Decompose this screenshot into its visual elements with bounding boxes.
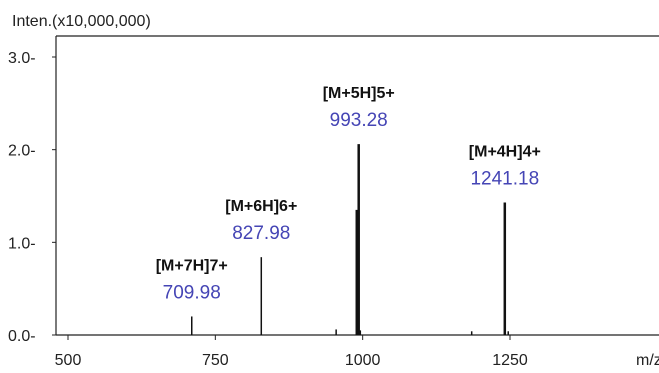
mz-value-label: 1241.18 [470,168,539,189]
mz-value-label: 709.98 [163,282,221,303]
mz-value-label: 993.28 [330,110,388,131]
x-axis-label: m/z [636,352,659,369]
ion-label: [M+4H]4+ [469,143,541,160]
x-tick-label: 1250 [492,352,528,369]
y-tick-label: 0.0- [8,328,36,345]
y-ticks: 0.0- 1.0- 2.0- 3.0- [8,50,56,345]
peaks [190,144,509,335]
y-axis-label: Inten.(x10,000,000) [12,13,151,30]
x-tick-label: 500 [55,352,82,369]
y-tick-label: 2.0- [8,143,36,160]
ion-label: [M+7H]7+ [156,257,228,274]
y-tick-label: 1.0- [8,235,36,252]
ion-label: [M+6H]6+ [225,198,297,215]
y-tick-label: 3.0- [8,50,36,67]
x-tick-label: 1000 [345,352,381,369]
x-tick-label: 750 [202,352,229,369]
ion-label: [M+5H]5+ [323,85,395,102]
peak-labels: [M+7H]7+ 709.98 [M+6H]6+ 827.98 [M+5H]5+ 993.… [156,85,541,303]
x-ticks: 500 750 1000 1250 [55,335,528,369]
mz-value-label: 827.98 [232,223,290,244]
